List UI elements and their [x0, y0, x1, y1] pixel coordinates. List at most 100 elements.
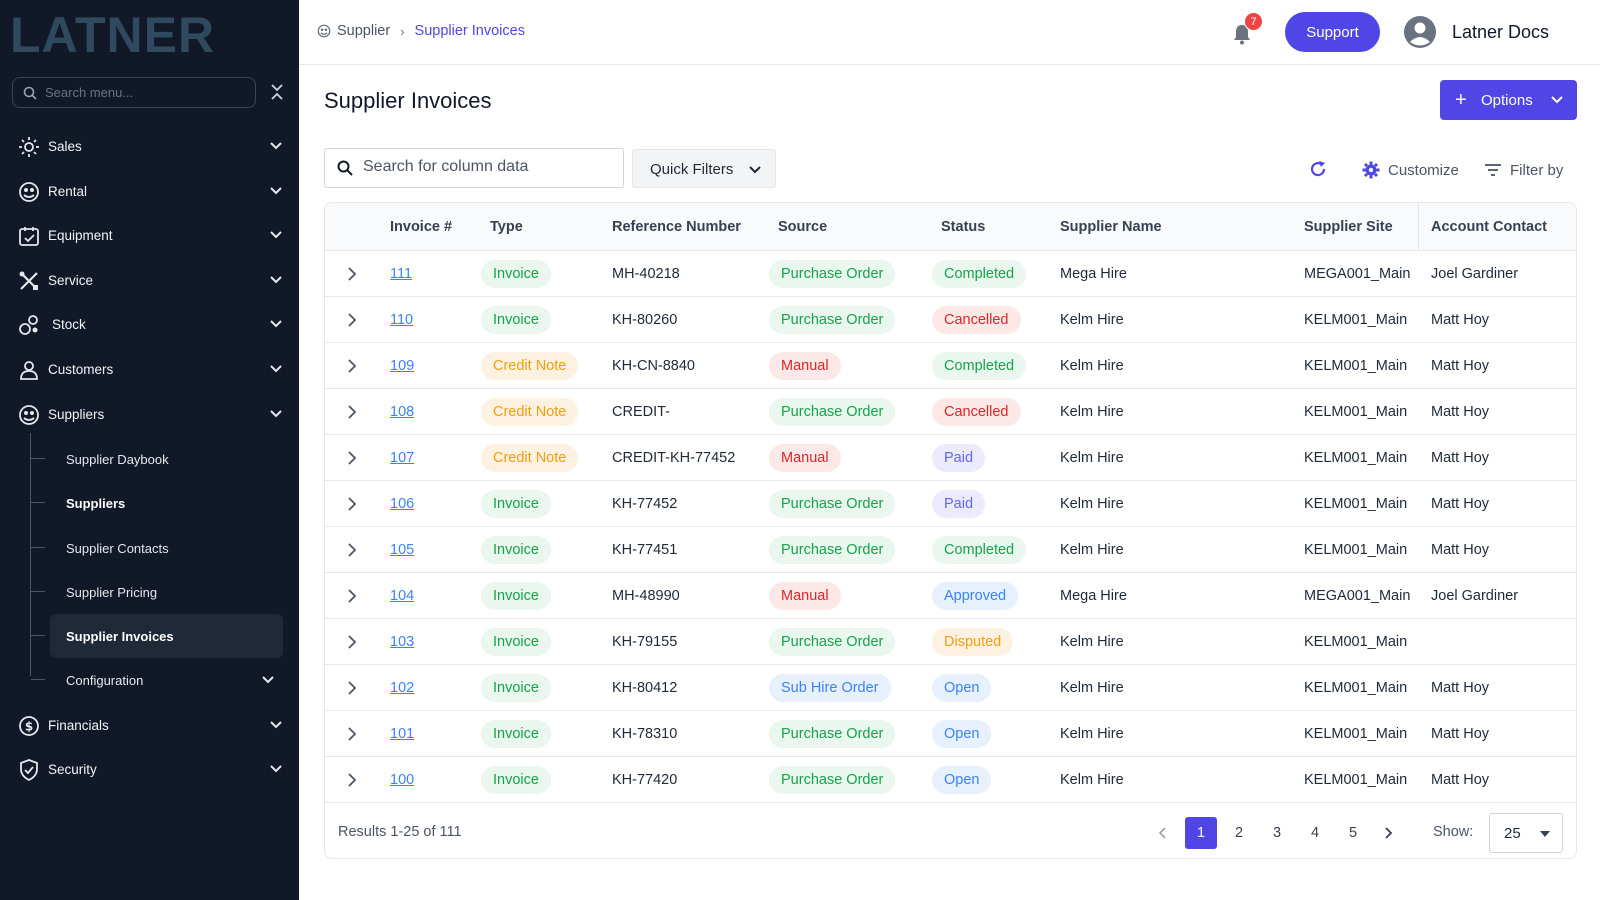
status-badge: Open	[932, 720, 992, 748]
source-badge: Purchase Order	[769, 536, 896, 564]
sidebar: LATNER Sales Rental	[0, 0, 299, 900]
invoice-link[interactable]: 104	[390, 588, 415, 604]
tree-branch	[31, 502, 45, 503]
table-row[interactable]: 102 Invoice KH-80412 Sub Hire Order Open Kelm…	[325, 665, 1576, 711]
table-row[interactable]: 100 Invoice KH-77420 Purchase Order Open Kelm…	[325, 757, 1576, 803]
expand-row-chevron-icon[interactable]	[347, 497, 357, 511]
expand-row-chevron-icon[interactable]	[347, 451, 357, 465]
table-row[interactable]: 103 Invoice KH-79155 Purchase Order Disputed…	[325, 619, 1576, 665]
page-button-5[interactable]: 5	[1348, 825, 1358, 841]
sidebar-subitem-supplier-pricing[interactable]: Supplier Pricing	[31, 570, 283, 614]
sidebar-subitem-supplier-invoices[interactable]: Supplier Invoices	[31, 614, 283, 658]
expand-row-chevron-icon[interactable]	[347, 405, 357, 419]
sidebar-subitem-suppliers[interactable]: Suppliers	[31, 481, 283, 525]
cell-source: Manual	[769, 343, 841, 389]
cell-supplier-site: KELM001_Main	[1304, 496, 1408, 512]
sidebar-item-stock[interactable]: Stock	[0, 304, 299, 344]
user-name[interactable]: Latner Docs	[1452, 22, 1550, 42]
table-row[interactable]: 110 Invoice KH-80260 Purchase Order Cancelle…	[325, 297, 1576, 343]
table-row[interactable]: 106 Invoice KH-77452 Purchase Order Paid Kelm…	[325, 481, 1576, 527]
sidebar-subitem-configuration[interactable]: Configuration	[31, 658, 283, 702]
column-header-invoice[interactable]: Invoice #	[390, 219, 453, 235]
submenu-tree-line	[30, 433, 32, 676]
column-header-type[interactable]: Type	[490, 219, 523, 235]
invoice-link[interactable]: 103	[390, 634, 415, 650]
sidebar-item-service[interactable]: Service	[0, 260, 299, 300]
sidebar-subitem-supplier-daybook[interactable]: Supplier Daybook	[31, 437, 283, 481]
tree-branch	[31, 679, 45, 680]
expand-row-chevron-icon[interactable]	[347, 313, 357, 327]
table-row[interactable]: 107 Credit Note CREDIT-KH-77452 Manual Paid K…	[325, 435, 1576, 481]
expand-row-chevron-icon[interactable]	[347, 543, 357, 557]
sidebar-item-customers[interactable]: Customers	[0, 349, 299, 389]
invoice-link[interactable]: 109	[390, 358, 415, 374]
expand-row-chevron-icon[interactable]	[347, 727, 357, 741]
support-button[interactable]: Support	[1285, 12, 1380, 52]
chevron-left-icon[interactable]	[1158, 827, 1168, 839]
table-row[interactable]: 104 Invoice MH-48990 Manual Approved Mega Hir…	[325, 573, 1576, 619]
invoice-link[interactable]: 108	[390, 404, 415, 420]
refresh-icon[interactable]	[1308, 159, 1328, 179]
expand-row-chevron-icon[interactable]	[347, 589, 357, 603]
sidebar-item-rental[interactable]: Rental	[0, 171, 299, 211]
cell-status: Approved	[932, 573, 1019, 619]
cell-reference: KH-77452	[612, 496, 678, 512]
customize-button[interactable]: Customize	[1362, 159, 1459, 181]
quick-filters-dropdown[interactable]: Quick Filters	[632, 149, 776, 188]
chevron-right-icon[interactable]	[1383, 827, 1393, 839]
sidebar-item-equipment[interactable]: Equipment	[0, 215, 299, 255]
column-header-status[interactable]: Status	[941, 219, 986, 235]
avatar[interactable]	[1404, 16, 1436, 48]
collapse-sidebar-icon[interactable]	[268, 82, 286, 102]
sidebar-item-security[interactable]: Security	[0, 749, 299, 789]
invoice-link[interactable]: 105	[390, 542, 415, 558]
column-header-supplier-site[interactable]: Supplier Site	[1304, 219, 1393, 235]
column-header-reference[interactable]: Reference Number	[612, 219, 741, 235]
expand-row-chevron-icon[interactable]	[347, 359, 357, 373]
search-icon	[337, 160, 353, 176]
page-size-select[interactable]: 25	[1489, 813, 1563, 853]
invoice-link[interactable]: 107	[390, 450, 415, 466]
table-row[interactable]: 111 Invoice MH-40218 Purchase Order Complete…	[325, 251, 1576, 297]
invoice-link[interactable]: 111	[390, 266, 413, 282]
column-search-input[interactable]	[363, 158, 613, 176]
column-header-account-contact[interactable]: Account Contact	[1431, 219, 1547, 235]
sidebar-subitem-supplier-contacts[interactable]: Supplier Contacts	[31, 526, 283, 570]
cell-supplier-site: MEGA001_Main	[1304, 266, 1411, 282]
column-header-source[interactable]: Source	[778, 219, 828, 235]
table-row[interactable]: 101 Invoice KH-78310 Purchase Order Open Kelm…	[325, 711, 1576, 757]
cell-invoice: 110	[390, 297, 413, 343]
table-row[interactable]: 109 Credit Note KH-CN-8840 Manual Completed K…	[325, 343, 1576, 389]
column-header-supplier-name[interactable]: Supplier Name	[1060, 219, 1162, 235]
page-button-3[interactable]: 3	[1272, 825, 1282, 841]
expand-row-chevron-icon[interactable]	[347, 773, 357, 787]
filter-by-button[interactable]: Filter by	[1484, 159, 1563, 181]
table-row[interactable]: 105 Invoice KH-77451 Purchase Order Complete…	[325, 527, 1576, 573]
page-button-2[interactable]: 2	[1234, 825, 1244, 841]
sidebar-item-suppliers[interactable]: Suppliers	[0, 394, 299, 434]
expand-row-chevron-icon[interactable]	[347, 681, 357, 695]
page-button-1[interactable]: 1	[1185, 817, 1217, 849]
customize-label: Customize	[1388, 161, 1459, 179]
table-row[interactable]: 108 Credit Note CREDIT- Purchase Order Cance…	[325, 389, 1576, 435]
cell-supplier-name: Kelm Hire	[1060, 404, 1124, 420]
latner-logo: LATNER	[10, 8, 214, 58]
menu-search	[12, 77, 256, 108]
options-button[interactable]: + Options	[1440, 80, 1577, 120]
breadcrumb-item-supplier[interactable]: Supplier	[337, 23, 391, 39]
invoice-link[interactable]: 106	[390, 496, 415, 512]
sidebar-item-financials[interactable]: $ Financials	[0, 705, 299, 745]
invoice-link[interactable]: 102	[390, 680, 415, 696]
invoice-link[interactable]: 100	[390, 772, 415, 788]
sidebar-item-sales[interactable]: Sales	[0, 126, 299, 166]
expand-row-chevron-icon[interactable]	[347, 267, 357, 281]
sidebar-item-label: Security	[48, 761, 97, 777]
bell-icon[interactable]	[1231, 23, 1253, 45]
expand-row-chevron-icon[interactable]	[347, 635, 357, 649]
sales-icon	[19, 137, 39, 157]
invoice-link[interactable]: 110	[390, 312, 414, 328]
menu-search-input[interactable]	[45, 85, 235, 100]
page-button-4[interactable]: 4	[1310, 825, 1320, 841]
invoice-link[interactable]: 101	[390, 726, 415, 742]
show-label: Show:	[1433, 824, 1474, 840]
